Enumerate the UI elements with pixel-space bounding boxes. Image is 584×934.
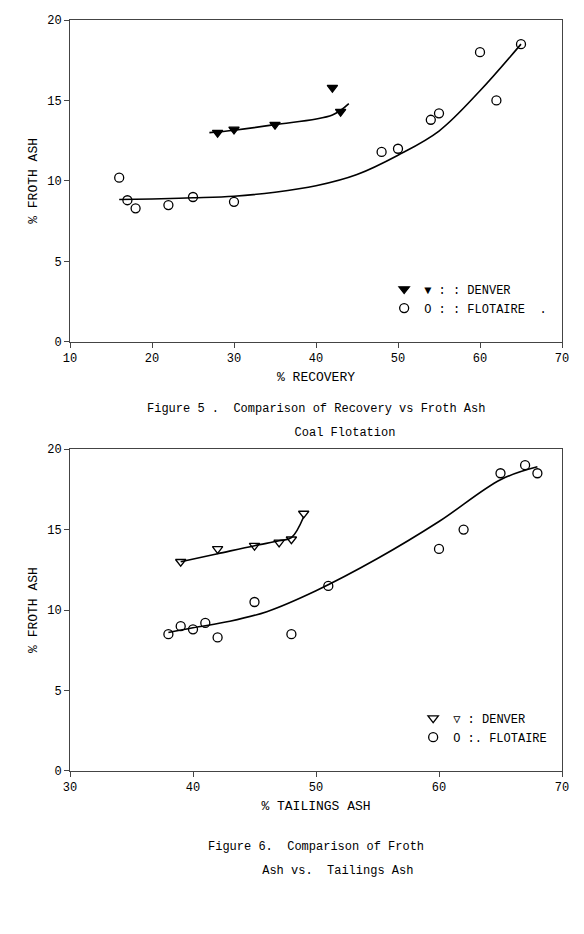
svg-text:▽ : DENVER: ▽ : DENVER <box>453 713 525 727</box>
svg-text:30: 30 <box>63 781 77 795</box>
svg-text:▼ : : DENVER: ▼ : : DENVER <box>424 284 510 298</box>
svg-text:20: 20 <box>47 443 61 457</box>
svg-text:% FROTH ASH: % FROTH ASH <box>26 567 41 653</box>
svg-text:% FROTH ASH: % FROTH ASH <box>26 138 41 224</box>
svg-text:0: 0 <box>54 765 61 779</box>
svg-text:40: 40 <box>309 352 323 366</box>
svg-text:15: 15 <box>47 95 61 109</box>
svg-text:O :. FLOTAIRE: O :. FLOTAIRE <box>453 732 547 746</box>
svg-text:50: 50 <box>391 352 405 366</box>
svg-text:15: 15 <box>47 524 61 538</box>
svg-text:Figure 6. Comparison of Froth: Figure 6. Comparison of Froth <box>208 840 424 854</box>
svg-text:0: 0 <box>54 336 61 350</box>
svg-text:10: 10 <box>47 604 61 618</box>
svg-text:30: 30 <box>227 352 241 366</box>
svg-text:60: 60 <box>432 781 446 795</box>
svg-text:10: 10 <box>47 175 61 189</box>
svg-text:10: 10 <box>63 352 77 366</box>
svg-text:60: 60 <box>473 352 487 366</box>
svg-text:5: 5 <box>54 256 61 270</box>
svg-text:Coal Flotation: Coal Flotation <box>237 426 395 440</box>
svg-text:5: 5 <box>54 685 61 699</box>
svg-text:20: 20 <box>145 352 159 366</box>
svg-text:O : : FLOTAIRE .: O : : FLOTAIRE . <box>424 303 546 317</box>
svg-text:40: 40 <box>186 781 200 795</box>
svg-text:70: 70 <box>555 781 569 795</box>
svg-text:% RECOVERY: % RECOVERY <box>277 370 355 385</box>
svg-text:Figure 5 . Comparison of Reco: Figure 5 . Comparison of Recovery vs Fro… <box>147 402 485 416</box>
svg-text:Ash vs. Tailings Ash: Ash vs. Tailings Ash <box>219 864 413 878</box>
svg-text:20: 20 <box>47 14 61 28</box>
svg-text:70: 70 <box>555 352 569 366</box>
svg-text:50: 50 <box>309 781 323 795</box>
svg-text:% TAILINGS ASH: % TAILINGS ASH <box>261 799 370 814</box>
